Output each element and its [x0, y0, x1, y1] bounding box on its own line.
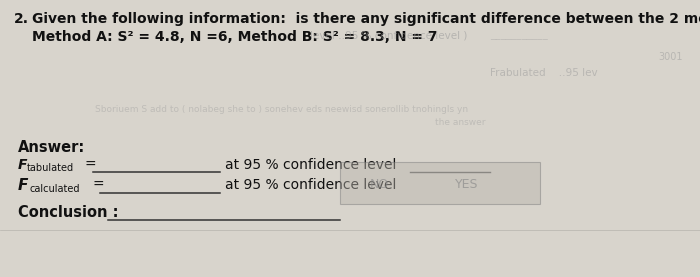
Text: Conclusion :: Conclusion :: [18, 205, 118, 220]
Text: Given the following information:  is there any significant difference between th: Given the following information: is ther…: [32, 12, 700, 26]
Text: YES: YES: [455, 178, 479, 191]
Text: Answer:: Answer:: [18, 140, 85, 155]
Text: 2.: 2.: [14, 12, 29, 26]
Text: at 95 % confidence level: at 95 % confidence level: [225, 178, 396, 192]
Text: =: =: [92, 178, 104, 192]
Text: the answer: the answer: [435, 118, 486, 127]
Text: ___________: ___________: [490, 30, 547, 40]
Text: NO: NO: [370, 178, 389, 191]
Text: Sboriuem S add to ( nolabeg she to ) sonehev eds neewisd sonerollib tnohingls yn: Sboriuem S add to ( nolabeg she to ) son…: [95, 105, 468, 114]
Text: F: F: [18, 158, 27, 172]
Text: level ‥95 % confidence level ): level ‥95 % confidence level ): [310, 30, 468, 40]
Text: tabulated: tabulated: [27, 163, 74, 173]
Text: Frabulated    ‥95 lev: Frabulated ‥95 lev: [490, 68, 598, 78]
Text: 3001: 3001: [658, 52, 682, 62]
FancyBboxPatch shape: [340, 162, 540, 204]
Text: =: =: [85, 158, 97, 172]
Text: Method A: S² = 4.8, N =6, Method B: S² = 8.3, N = 7: Method A: S² = 4.8, N =6, Method B: S² =…: [32, 30, 437, 44]
Text: calculated: calculated: [30, 184, 80, 194]
Text: at 95 % confidence level: at 95 % confidence level: [225, 158, 396, 172]
Text: F: F: [18, 178, 29, 193]
